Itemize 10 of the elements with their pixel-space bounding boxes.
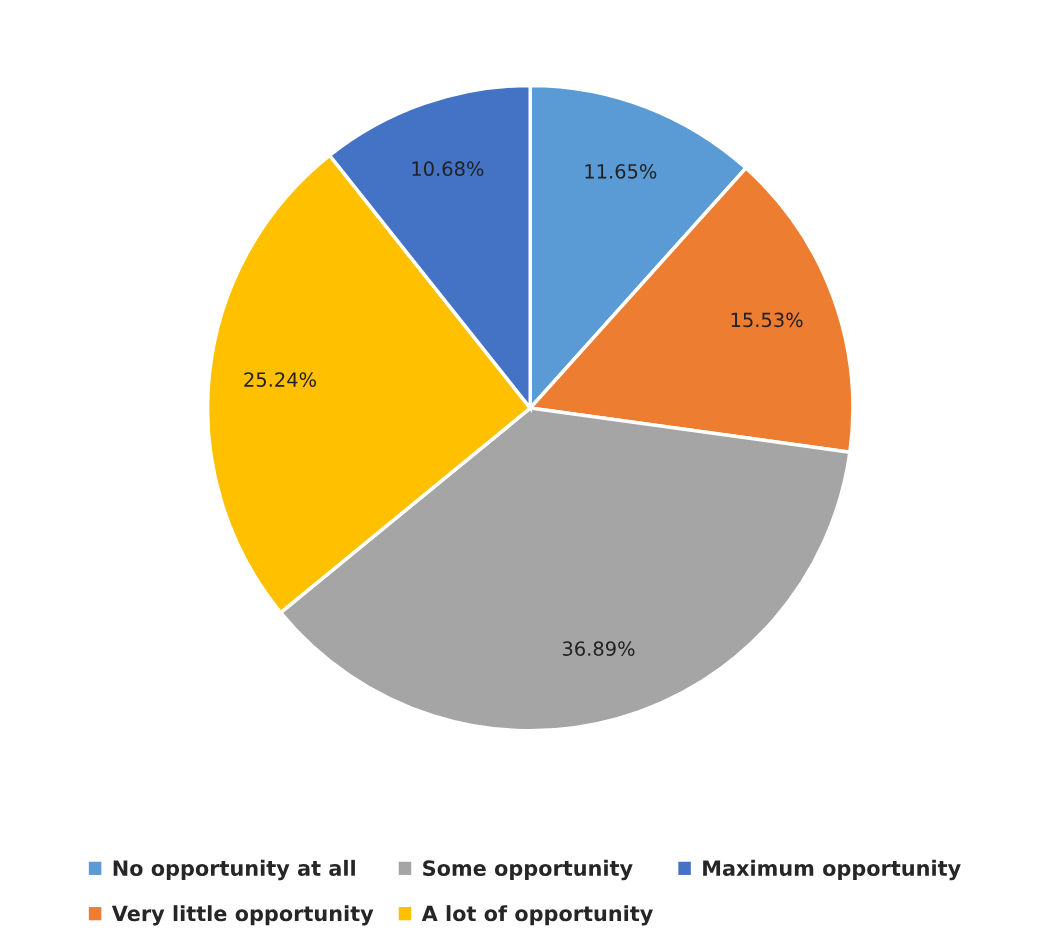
- legend-label: Maximum opportunity: [703, 859, 961, 881]
- data-label: 25.24%: [244, 372, 316, 387]
- legend-label: A lot of opportunity: [421, 905, 653, 926]
- legend-label: No opportunity at all: [113, 859, 355, 881]
- data-label: 11.65%: [585, 164, 657, 179]
- legend-label: Some opportunity: [423, 859, 633, 881]
- data-label: 10.68%: [412, 161, 484, 177]
- data-label: 15.53%: [731, 312, 803, 328]
- legend-label: Very little opportunity: [111, 905, 374, 926]
- data-label: 36.89%: [562, 641, 635, 656]
